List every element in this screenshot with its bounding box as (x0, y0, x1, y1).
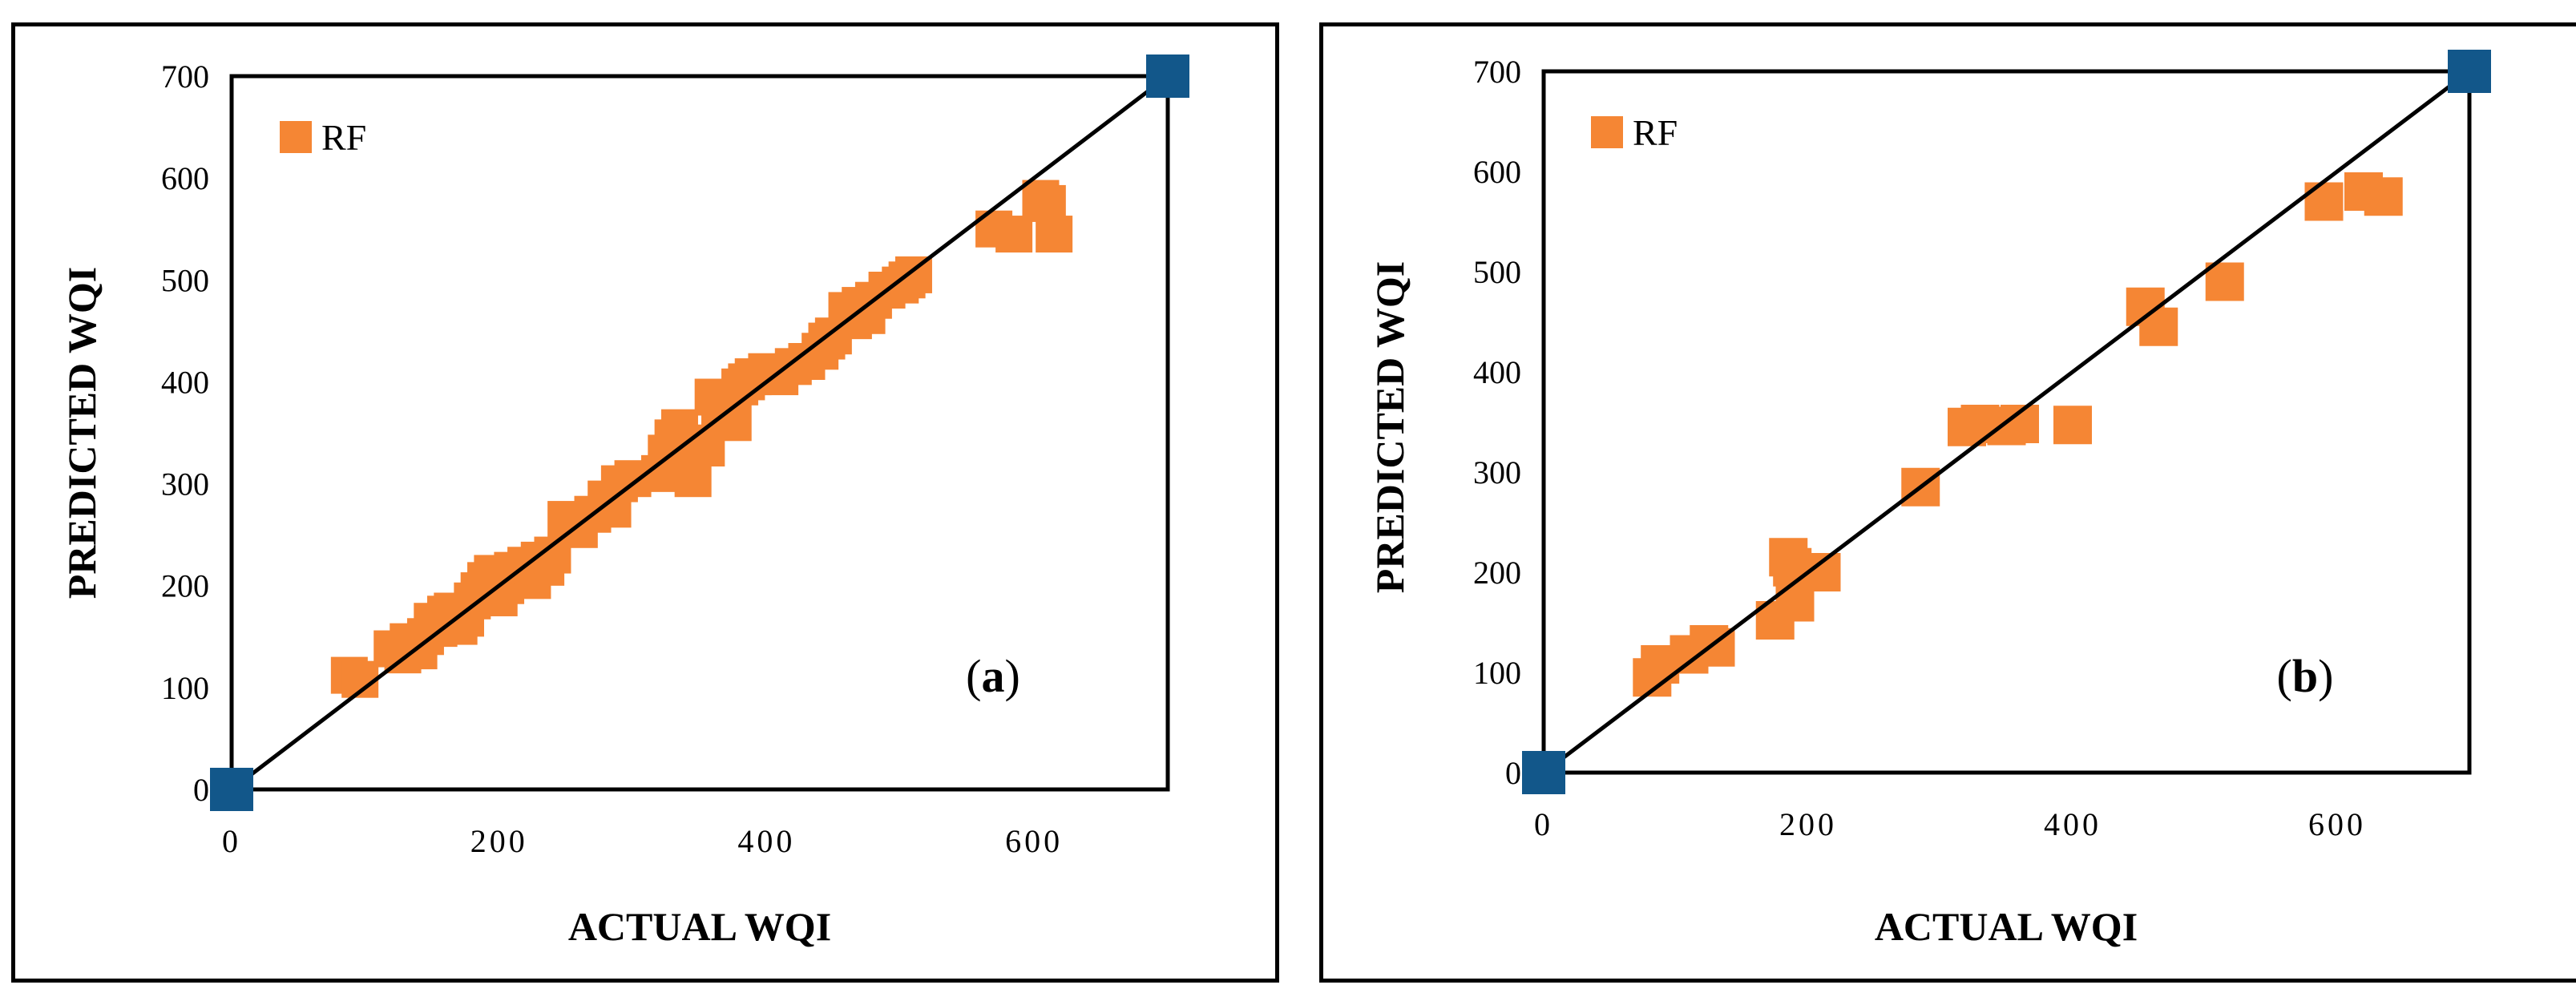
y-tick-label: 0 (193, 772, 209, 808)
identity-line (230, 75, 1169, 791)
x-tick-label: 0 (222, 823, 241, 859)
x-tick-label: 400 (737, 823, 795, 859)
data-point (995, 216, 1033, 253)
plot-area-frame (1541, 69, 2472, 775)
y-tick-label: 700 (161, 59, 209, 95)
x-axis-title: ACTUAL WQI (1875, 904, 2138, 949)
rf-series (330, 180, 1073, 698)
legend-marker (1591, 116, 1623, 148)
reference-point (210, 768, 253, 811)
x-tick-label: 400 (2044, 806, 2102, 842)
data-point (2139, 307, 2178, 346)
x-axis-title: ACTUAL WQI (568, 904, 831, 949)
data-point (714, 404, 752, 442)
data-point (2364, 177, 2403, 216)
y-tick-label: 0 (1505, 755, 1521, 791)
data-point (1036, 216, 1073, 253)
x-tick-label: 600 (2308, 806, 2366, 842)
scatter-chart-a: 0 100 200 300 400 500 600 700 0 200 400 600 ACTUAL W… (59, 54, 1189, 949)
y-tick-label: 300 (161, 466, 209, 503)
y-tick-label: 600 (161, 160, 209, 196)
reference-point (1522, 751, 1565, 794)
y-axis-title: PREDICTED WQI (1367, 261, 1412, 593)
y-tick-label: 100 (161, 670, 209, 706)
x-tick-label: 600 (1005, 823, 1063, 859)
x-tick-label: 200 (1779, 806, 1837, 842)
y-axis-title: PREDICTED WQI (59, 267, 104, 599)
data-point (2053, 406, 2092, 445)
scatter-chart-b: 0 100 200 300 400 500 600 700 0 200 400 600 ACTUAL W… (1367, 50, 2491, 949)
plot-area-frame (229, 74, 1170, 792)
reference-point (2448, 50, 2491, 93)
identity-line (1542, 70, 2471, 774)
reference-point (1146, 54, 1189, 98)
y-tick-label: 500 (161, 262, 209, 298)
y-tick-label: 700 (1473, 54, 1521, 90)
y-tick-label: 500 (1473, 254, 1521, 290)
y-tick-label: 200 (161, 568, 209, 604)
panel-label: (a) (966, 650, 1020, 702)
chart-panel-b: 0 100 200 300 400 500 600 700 0 200 400 600 ACTUAL W… (1319, 22, 2576, 983)
y-tick-label: 100 (1473, 655, 1521, 691)
y-tick-label: 300 (1473, 454, 1521, 490)
x-tick-label: 200 (470, 823, 528, 859)
y-tick-label: 200 (1473, 555, 1521, 591)
chart-panel-a: 0 100 200 300 400 500 600 700 0 200 400 600 ACTUAL W… (11, 22, 1279, 983)
y-tick-label: 400 (1473, 354, 1521, 390)
y-tick-label: 600 (1473, 154, 1521, 190)
x-tick-label: 0 (1534, 806, 1553, 842)
panel-label: (b) (2277, 650, 2334, 702)
legend-marker (280, 121, 312, 153)
y-tick-label: 400 (161, 364, 209, 400)
legend-label: RF (1633, 112, 1678, 153)
legend-label: RF (321, 117, 366, 158)
data-point (2304, 182, 2344, 221)
